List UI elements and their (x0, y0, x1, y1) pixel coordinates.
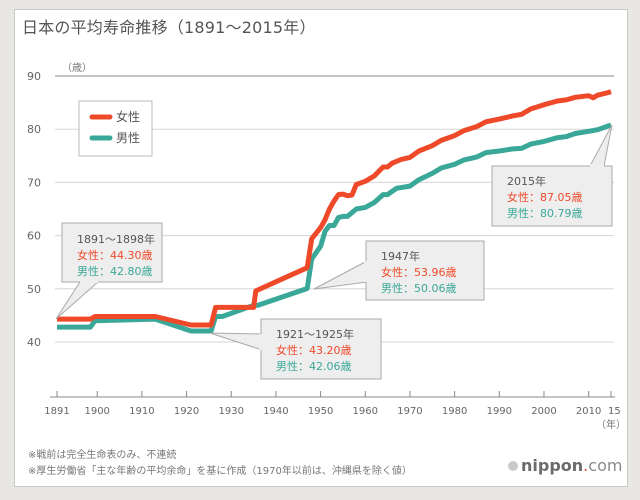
callout-female: 女性：87.05歳 (507, 190, 583, 204)
y-tick-label: 70 (27, 176, 41, 189)
callout-pointer (209, 332, 263, 351)
brand-name: nippon (521, 456, 584, 475)
x-tick-label: 1891 (44, 406, 69, 417)
callout-female: 女性：44.30歳 (77, 248, 153, 262)
x-tick-label: 2010 (576, 406, 601, 417)
chart-title: 日本の平均寿命推移（1891〜2015年） (22, 18, 316, 37)
callout-2015: 2015年 女性：87.05歳 男性：80.79歳 (491, 124, 613, 227)
brand-logo: nippon.com (508, 456, 622, 475)
x-tick-label: 1900 (84, 406, 109, 417)
callout-pointer (313, 260, 368, 290)
brand-dot-icon (508, 461, 518, 471)
callout-male: 男性：42.06歳 (276, 359, 352, 373)
callout-male: 男性：42.80歳 (77, 264, 153, 278)
y-tick-label: 40 (27, 336, 41, 349)
x-tick-label: 1910 (129, 406, 154, 417)
callout-heading: 1891〜1898年 (77, 232, 155, 246)
footnote-1: ※戦前は完全生命表のみ、不連続 (28, 450, 177, 461)
callout-pointer (55, 281, 99, 320)
y-tick-labels: 90 80 70 60 50 40 (27, 70, 41, 349)
callout-heading: 1921〜1925年 (276, 327, 354, 341)
callout-1921-1925: 1921〜1925年 女性：43.20歳 男性：42.06歳 (209, 318, 382, 380)
y-tick-label: 50 (27, 283, 41, 296)
callout-male: 男性：80.79歳 (507, 206, 583, 220)
callout-1947: 1947年 女性：53.96歳 男性：50.06歳 (313, 240, 485, 301)
brand-tld: com (588, 456, 623, 475)
callout-1891-1898: 1891〜1898年 女性：44.30歳 男性：42.80歳 (55, 222, 163, 320)
callout-female: 女性：43.20歳 (276, 343, 352, 357)
y-axis-unit-label: （歳） (62, 62, 92, 74)
x-tick-label: 1950 (308, 406, 333, 417)
x-tick-label: 15 (608, 406, 621, 417)
footnote-2: ※厚生労働省「主な年齢の平均余命」を基に作成（1970年以前は、沖縄県を除く値） (28, 466, 412, 477)
y-tick-label: 60 (27, 230, 41, 243)
series-line-male (57, 122, 612, 334)
x-axis-unit-label: （年） (596, 418, 626, 431)
callout-heading: 2015年 (507, 174, 546, 188)
brand-separator: . (583, 456, 589, 475)
x-tick-label: 1970 (397, 406, 422, 417)
series-lines (57, 89, 612, 334)
legend-label-female: 女性 (116, 109, 140, 124)
x-tick-label: 1980 (442, 406, 467, 417)
callout-heading: 1947年 (381, 249, 420, 263)
y-tick-label: 90 (27, 70, 41, 83)
y-tick-label: 80 (27, 123, 41, 136)
x-tick-label: 1930 (219, 406, 244, 417)
x-tick-label: 1960 (353, 406, 378, 417)
legend-label-male: 男性 (116, 131, 140, 145)
x-tick-label: 2000 (531, 406, 556, 417)
callout-male: 男性：50.06歳 (381, 281, 457, 295)
x-tick-label: 1990 (487, 406, 512, 417)
x-tick-label: 1940 (263, 406, 288, 417)
x-axis: 1891 1900 1910 1920 1930 1940 1950 1960 1970 1980… (44, 391, 621, 417)
callout-female: 女性：53.96歳 (381, 265, 457, 279)
callout-pointer (589, 124, 613, 167)
series-line-female (57, 89, 612, 328)
x-tick-label: 1920 (174, 406, 199, 417)
legend: 女性 男性 (78, 100, 153, 157)
